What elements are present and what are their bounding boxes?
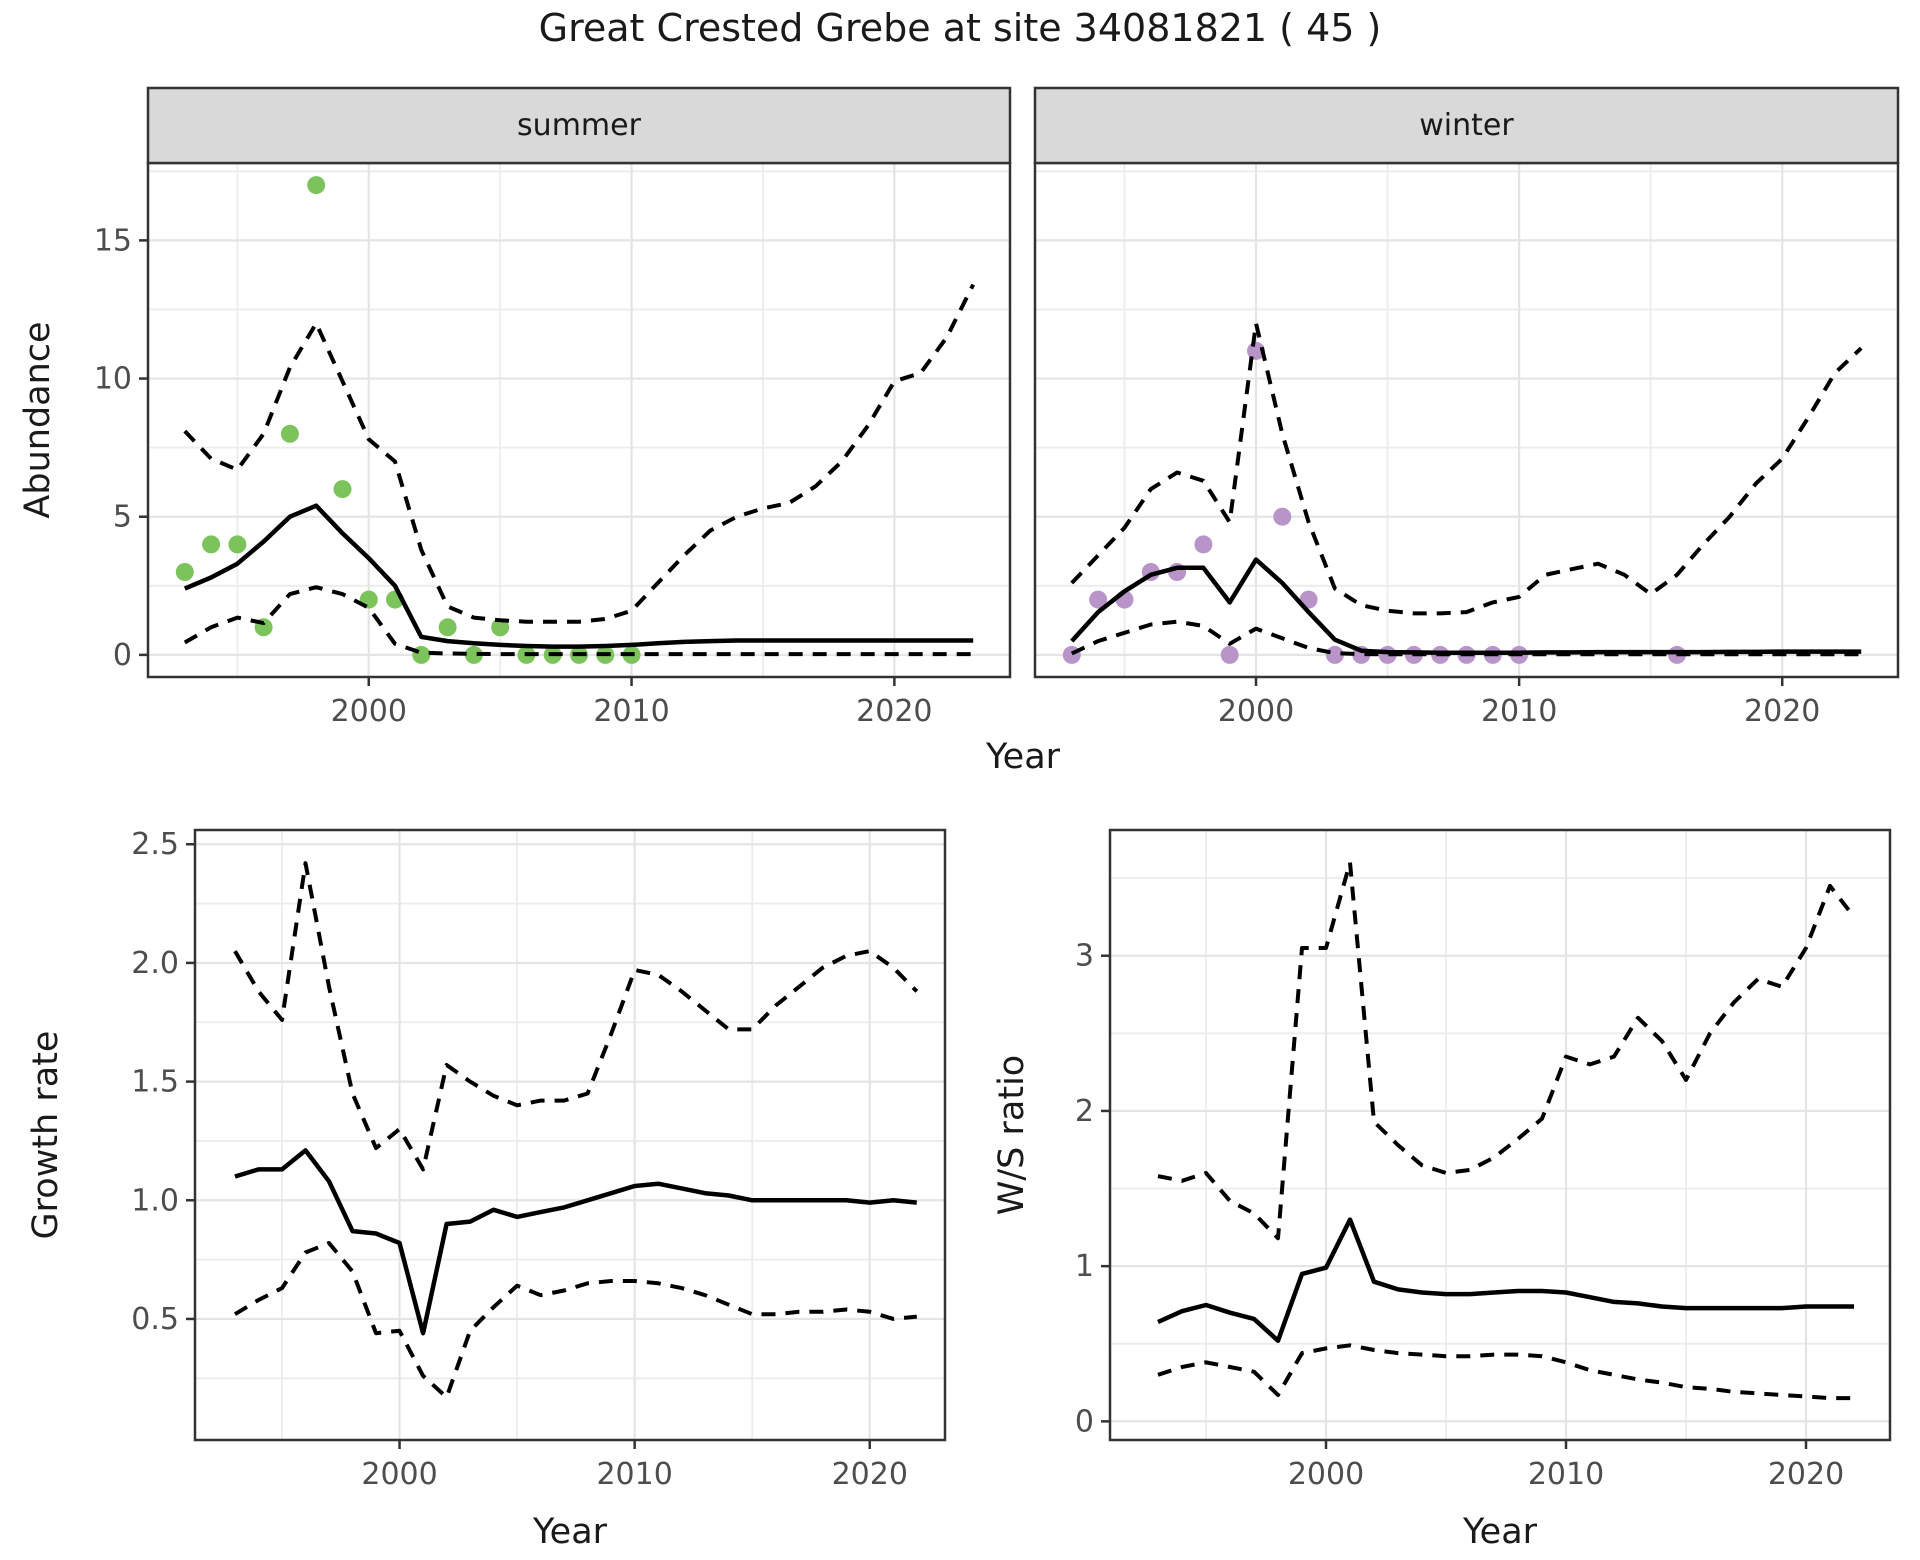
- x-tick-label: 2020: [1744, 694, 1820, 729]
- observation-point: [1273, 507, 1292, 526]
- observation-point: [280, 424, 299, 443]
- observation-point: [1247, 341, 1265, 360]
- observation-point: [1089, 590, 1108, 609]
- x-tick-label: 2000: [1218, 694, 1294, 729]
- y-tick-label: 0: [113, 638, 132, 673]
- y-tick-label: 1.5: [131, 1065, 179, 1100]
- panel-background: [148, 163, 1010, 677]
- panel-abundance-summer: 2000 2010 2020 0 5 10 15: [94, 86, 1012, 729]
- observation-point: [1220, 645, 1239, 664]
- series-upper-ci: [1070, 321, 1863, 616]
- x-tick-label: 2000: [1288, 1457, 1364, 1492]
- panel-border: [1108, 828, 1892, 1442]
- panel-background: [1110, 830, 1890, 1440]
- y-tick-label: 5: [113, 500, 132, 535]
- panel-abundance-winter: 2000 2010 2020: [1033, 86, 1900, 729]
- series-lower-ci: [233, 1241, 917, 1400]
- x-tick-label: 2000: [331, 694, 407, 729]
- x-axis-title-year-ws: Year: [1462, 1512, 1538, 1552]
- series-upper-ci: [183, 283, 975, 624]
- x-tick-label: 2020: [832, 1457, 908, 1492]
- panel-background: [195, 830, 945, 1440]
- facet-strip: [146, 86, 1012, 165]
- series-median-fit: [234, 1148, 918, 1336]
- y-axis-title-abundance: Abundance: [18, 321, 58, 519]
- x-axis-title-year-growth: Year: [532, 1512, 608, 1552]
- series-lower-ci: [1070, 619, 1862, 657]
- x-axis-title-year-top: Year: [985, 737, 1061, 777]
- series-lower-ci: [1157, 1343, 1854, 1401]
- observation-point: [307, 176, 326, 195]
- y-axis-title-growth-rate: Growth rate: [26, 1030, 66, 1240]
- y-axis-title-ws-ratio: W/S ratio: [992, 1054, 1032, 1216]
- series-median-fit: [1157, 1217, 1854, 1343]
- series-lower-ci: [183, 585, 974, 657]
- panel-border: [193, 828, 947, 1442]
- y-tick-label: 0: [1075, 1404, 1094, 1439]
- x-tick-label: 2020: [856, 694, 932, 729]
- y-tick-label: 0.5: [131, 1302, 179, 1337]
- y-tick-label: 1.0: [131, 1183, 179, 1218]
- series-median-fit: [183, 503, 974, 649]
- observation-point: [491, 618, 510, 637]
- x-tick-label: 2010: [596, 1457, 672, 1492]
- series-upper-ci: [233, 861, 919, 1172]
- observation-point: [438, 618, 457, 637]
- y-tick-label: 10: [94, 362, 132, 397]
- y-tick-label: 3: [1075, 939, 1094, 974]
- observation-point: [333, 480, 352, 499]
- x-tick-label: 2000: [361, 1457, 437, 1492]
- y-tick-label: 1: [1075, 1249, 1094, 1284]
- series-upper-ci: [1157, 860, 1856, 1241]
- observation-point: [175, 563, 194, 581]
- observation-point: [228, 535, 247, 554]
- panel-background: [1035, 163, 1898, 677]
- x-tick-label: 2020: [1768, 1457, 1844, 1492]
- observation-point: [202, 535, 221, 554]
- y-tick-label: 2.0: [131, 946, 179, 981]
- panel-ws-ratio: 2000 2010 2020 0 1 2 3: [1075, 828, 1892, 1492]
- figure-title: Great Crested Grebe at site 34081821 ( 4…: [538, 6, 1382, 50]
- facet-strip-summer-label: summer: [517, 108, 641, 143]
- x-tick-label: 2010: [593, 694, 669, 729]
- observation-point: [1194, 535, 1213, 554]
- facet-strip: [1033, 86, 1900, 165]
- x-tick-label: 2010: [1481, 694, 1557, 729]
- y-tick-label: 15: [94, 223, 132, 258]
- observation-point: [464, 645, 483, 664]
- y-tick-label: 2: [1075, 1094, 1094, 1129]
- y-tick-label: 2.5: [131, 827, 179, 862]
- x-tick-label: 2010: [1528, 1457, 1604, 1492]
- facet-strip-winter-label: winter: [1419, 108, 1514, 143]
- panel-growth-rate: 2000 2010 2020 0.5 1.0 1.5 2.0 2.5: [131, 827, 947, 1492]
